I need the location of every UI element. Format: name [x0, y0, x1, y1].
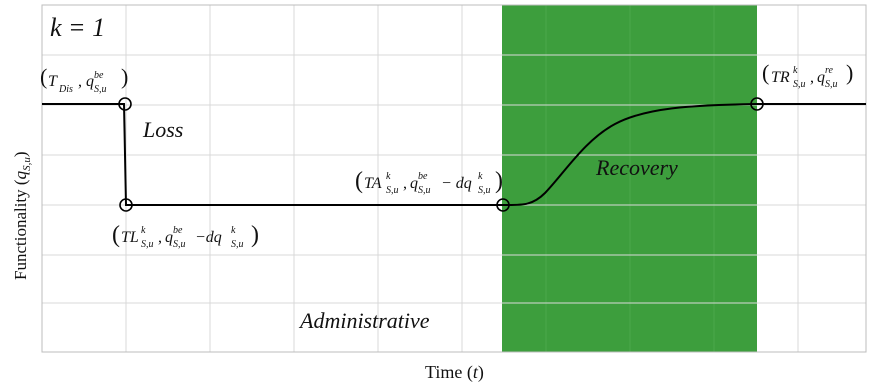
disruption-point-marker — [118, 97, 132, 111]
svg-text:): ) — [846, 60, 853, 85]
svg-text:k: k — [386, 171, 391, 182]
svg-text:k: k — [478, 171, 483, 182]
svg-text:S,u: S,u — [173, 239, 186, 250]
y-axis-label: Functionality (qS,u) — [11, 152, 33, 281]
svg-text:TA: TA — [364, 175, 382, 192]
admin-end-point-marker — [496, 198, 510, 212]
svg-text:(: ( — [112, 222, 120, 248]
svg-text:−dq: −dq — [195, 229, 222, 246]
svg-text:(: ( — [355, 168, 363, 194]
svg-text:be: be — [418, 171, 428, 182]
svg-text:,: , — [403, 175, 407, 192]
svg-text:k: k — [231, 225, 236, 236]
svg-text:k: k — [141, 225, 146, 236]
svg-text:q: q — [86, 73, 94, 90]
loss-label: Loss — [142, 117, 183, 142]
case-label: k = 1 — [50, 13, 105, 42]
svg-text:TL: TL — [121, 229, 139, 246]
svg-text:S,u: S,u — [231, 239, 244, 250]
svg-text:Dis: Dis — [58, 84, 73, 95]
svg-text:,: , — [78, 73, 82, 90]
svg-text:q: q — [410, 175, 418, 192]
svg-text:TR: TR — [771, 69, 790, 86]
svg-text:): ) — [495, 168, 503, 194]
svg-text:): ) — [121, 64, 128, 89]
svg-text:k: k — [793, 65, 798, 76]
svg-text:be: be — [94, 70, 104, 81]
svg-text:,: , — [158, 229, 162, 246]
functionality-curve — [42, 103, 866, 207]
svg-text:− dq: − dq — [437, 175, 472, 192]
svg-text:be: be — [173, 225, 183, 236]
svg-text:S,u: S,u — [386, 185, 399, 196]
svg-text:S,u: S,u — [793, 79, 806, 90]
svg-text:S,u: S,u — [141, 239, 154, 250]
administrative-label: Administrative — [298, 308, 430, 333]
svg-text:S,u: S,u — [94, 84, 107, 95]
svg-text:): ) — [251, 222, 259, 248]
recovered-point-label: ( TR k S,u , q re S,u ) — [762, 60, 853, 90]
svg-text:S,u: S,u — [825, 79, 838, 90]
disruption-point-label: ( T Dis , q be S,u ) — [40, 64, 128, 95]
recovered-point-marker — [750, 97, 764, 111]
recovery-label: Recovery — [595, 155, 678, 180]
svg-text:q: q — [817, 69, 825, 86]
loss-point-label: ( TL k S,u , q be S,u −dq k S,u ) — [112, 222, 259, 250]
admin-end-point-label: ( TA k S,u , q be S,u − dq k S,u ) — [355, 168, 503, 196]
svg-text:(: ( — [40, 64, 47, 89]
svg-text:S,u: S,u — [478, 185, 491, 196]
plot-frame — [41, 4, 867, 353]
svg-text:T: T — [48, 73, 58, 90]
svg-text:q: q — [165, 229, 173, 246]
x-axis-label: Time (t) — [425, 362, 484, 383]
svg-text:S,u: S,u — [418, 185, 431, 196]
svg-text:(: ( — [762, 60, 769, 85]
loss-point-marker — [119, 198, 133, 212]
svg-text:,: , — [810, 69, 814, 86]
svg-text:re: re — [825, 65, 834, 76]
